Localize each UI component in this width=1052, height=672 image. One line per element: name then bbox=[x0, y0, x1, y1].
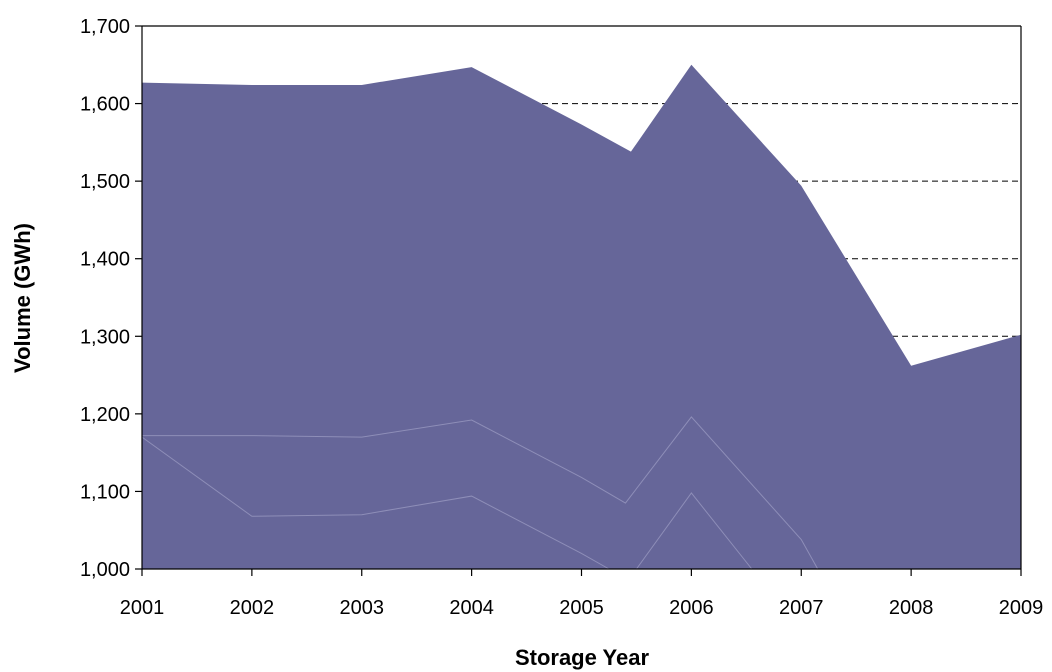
x-tick-label: 2002 bbox=[230, 597, 275, 619]
y-tick-label: 1,100 bbox=[80, 481, 130, 503]
x-tick-label: 2001 bbox=[120, 597, 165, 619]
area-fill bbox=[142, 65, 1021, 569]
x-tick-label: 2009 bbox=[999, 597, 1044, 619]
x-tick-label: 2008 bbox=[889, 597, 934, 619]
plot-area bbox=[142, 65, 1021, 569]
x-tick-label: 2006 bbox=[669, 597, 714, 619]
y-tick-label: 1,000 bbox=[80, 559, 130, 581]
x-tick-label: 2003 bbox=[340, 597, 385, 619]
y-tick-label: 1,300 bbox=[80, 326, 130, 348]
y-tick-label: 1,200 bbox=[80, 404, 130, 426]
x-tick-label: 2004 bbox=[449, 597, 494, 619]
x-tick-label: 2007 bbox=[779, 597, 824, 619]
y-axis-title: Volume (GWh) bbox=[10, 223, 35, 373]
y-tick-label: 1,500 bbox=[80, 171, 130, 193]
y-tick-label: 1,400 bbox=[80, 249, 130, 271]
y-tick-label: 1,700 bbox=[80, 16, 130, 38]
x-tick-label: 2005 bbox=[559, 597, 604, 619]
y-tick-label: 1,600 bbox=[80, 94, 130, 116]
x-axis-title: Storage Year bbox=[515, 645, 650, 670]
